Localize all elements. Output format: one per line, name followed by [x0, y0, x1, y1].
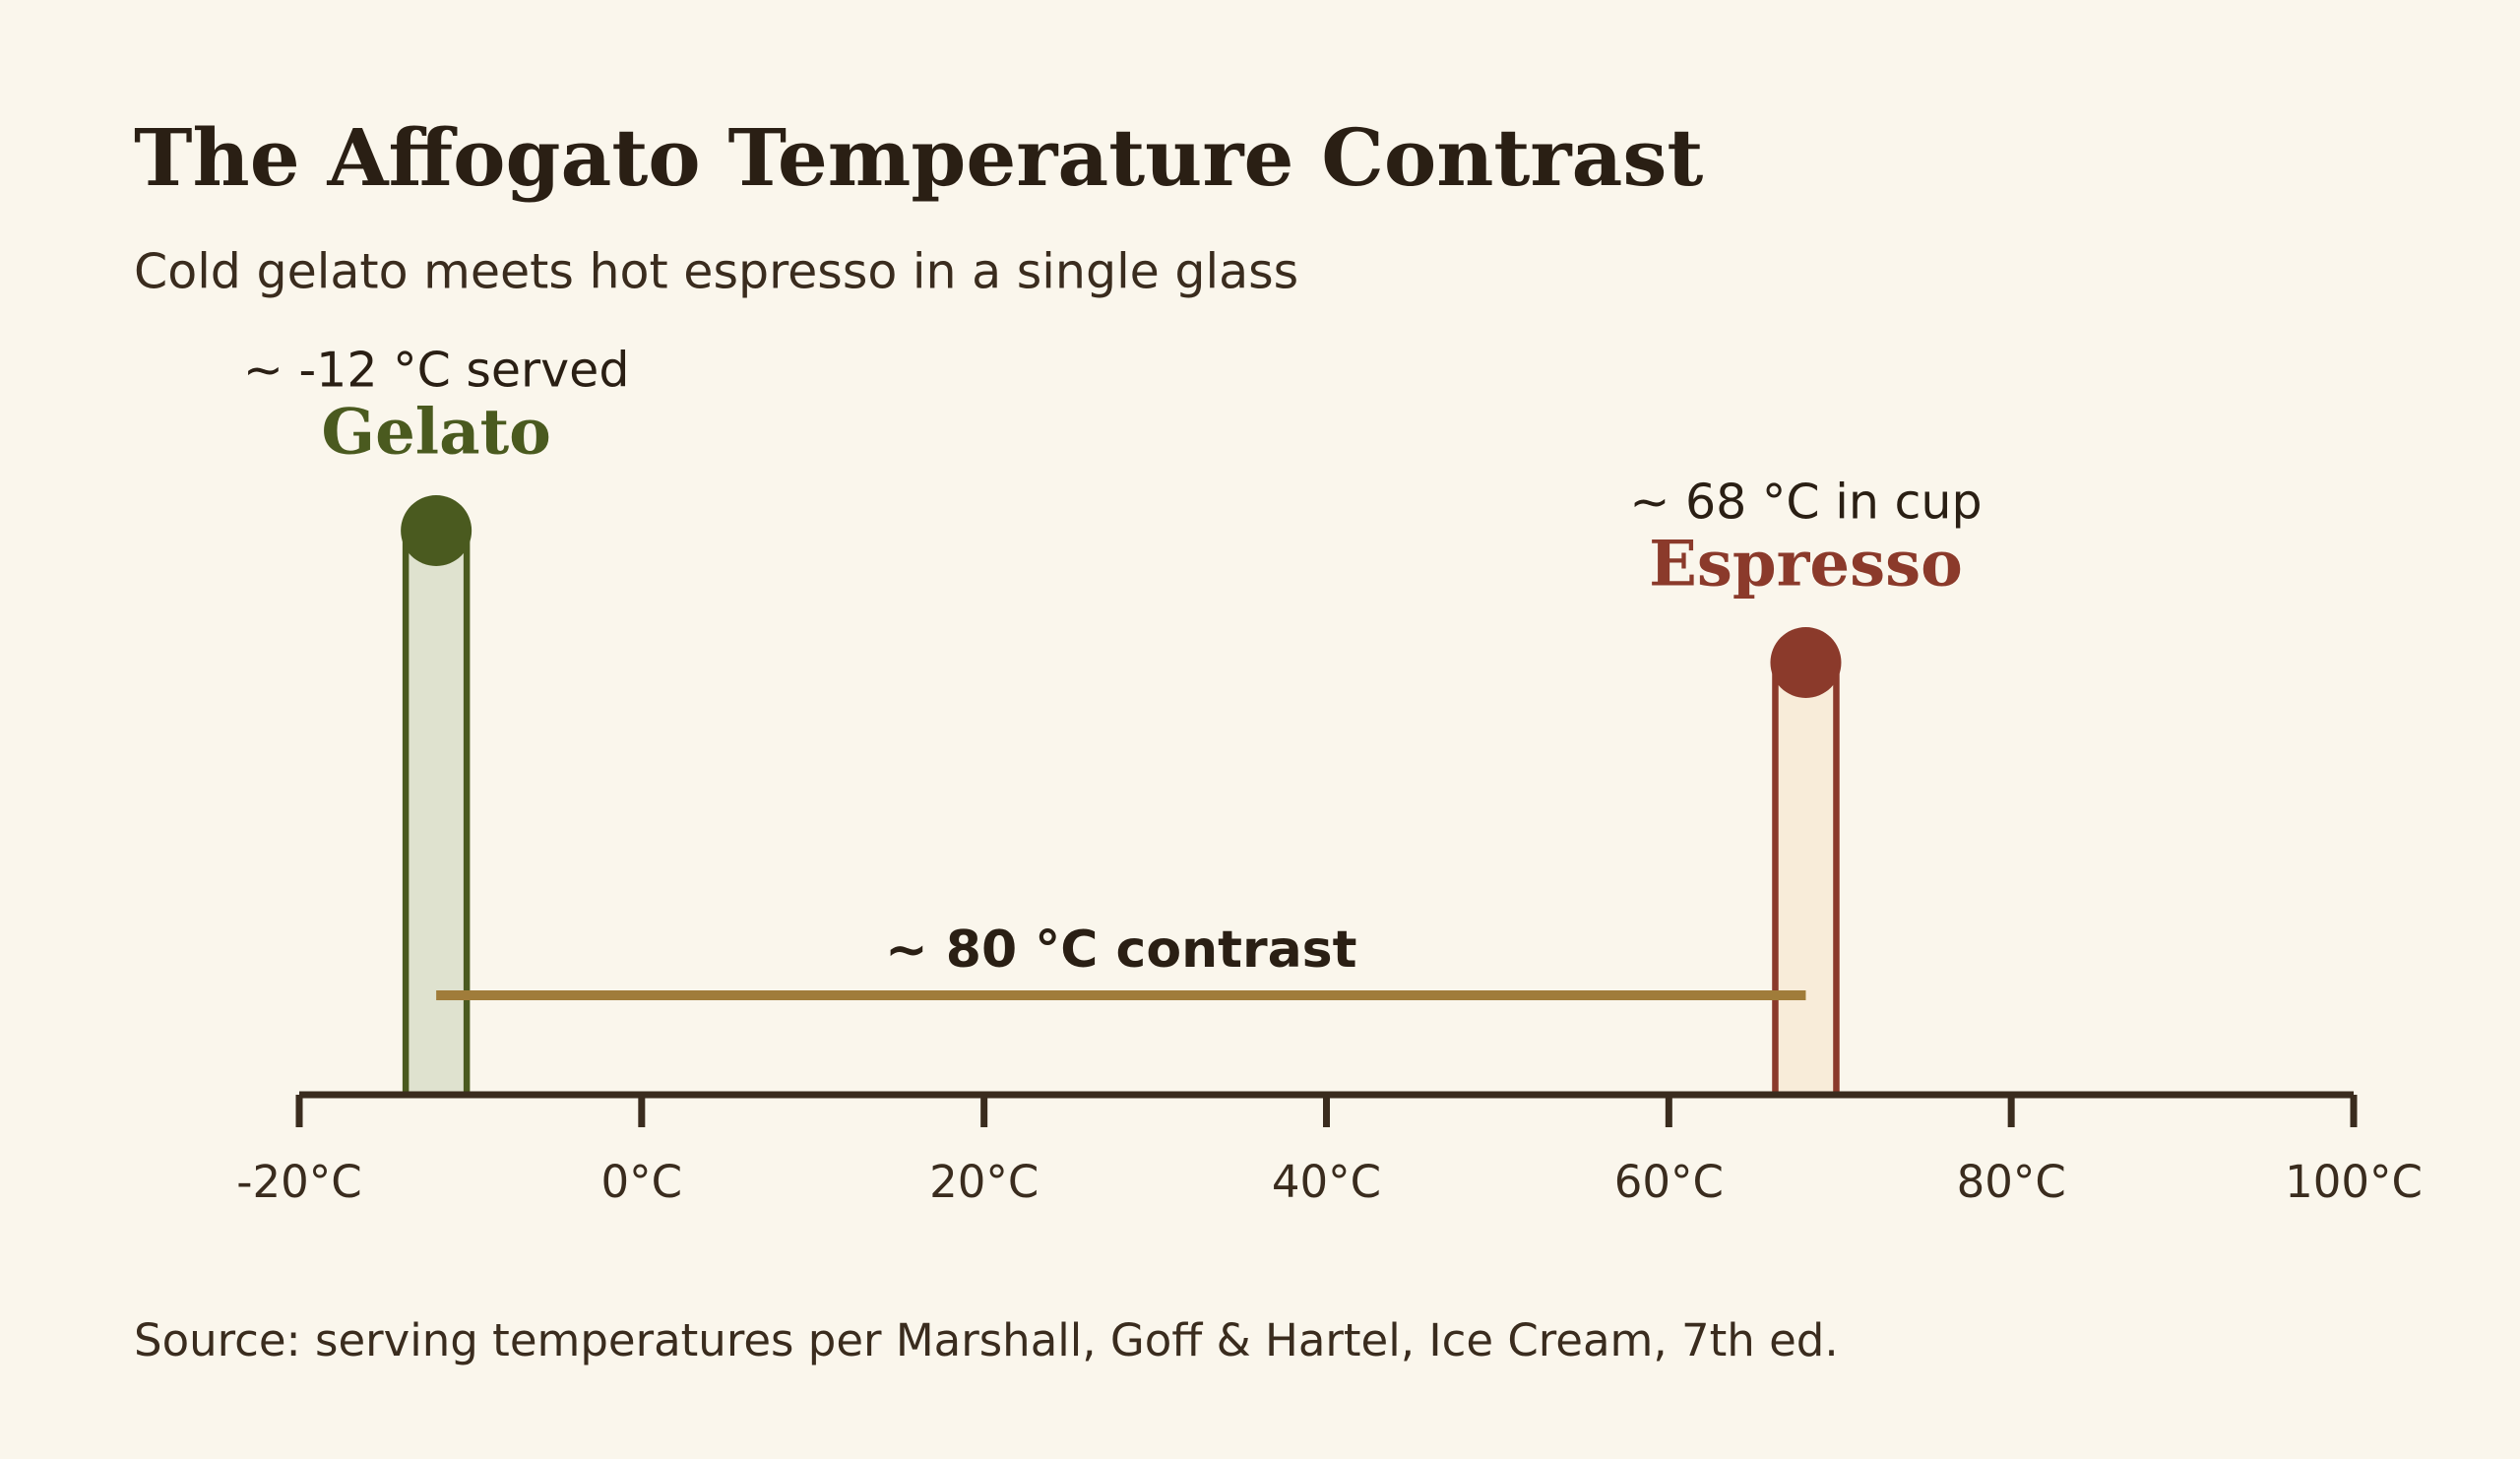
x-tick-label: 60°C	[1614, 1156, 1724, 1208]
thermometer-bulb	[1770, 627, 1842, 698]
contrast-label: ~ 80 °C contrast	[885, 920, 1356, 980]
category-label: Espresso	[1649, 528, 1963, 602]
x-tick-label: -20°C	[236, 1156, 361, 1208]
thermometer-bulb	[401, 495, 472, 566]
thermometer-bar	[402, 527, 471, 1099]
thermometer-bar	[1772, 659, 1840, 1099]
x-tick-label: 80°C	[1957, 1156, 2066, 1208]
value-annotation: ~ 68 °C in cup	[1629, 475, 1982, 531]
x-tick-label: 0°C	[601, 1156, 683, 1208]
chart-subtitle: Cold gelato meets hot espresso in a sing…	[134, 244, 1298, 300]
chart-title: The Affogato Temperature Contrast	[134, 111, 1703, 204]
x-tick-label: 40°C	[1272, 1156, 1381, 1208]
x-tick-label: 100°C	[2285, 1156, 2423, 1208]
source-note: Source: serving temperatures per Marshal…	[134, 1314, 1839, 1366]
category-label: Gelato	[321, 396, 550, 470]
x-tick-label: 20°C	[929, 1156, 1039, 1208]
value-annotation: ~ -12 °C served	[243, 343, 630, 399]
